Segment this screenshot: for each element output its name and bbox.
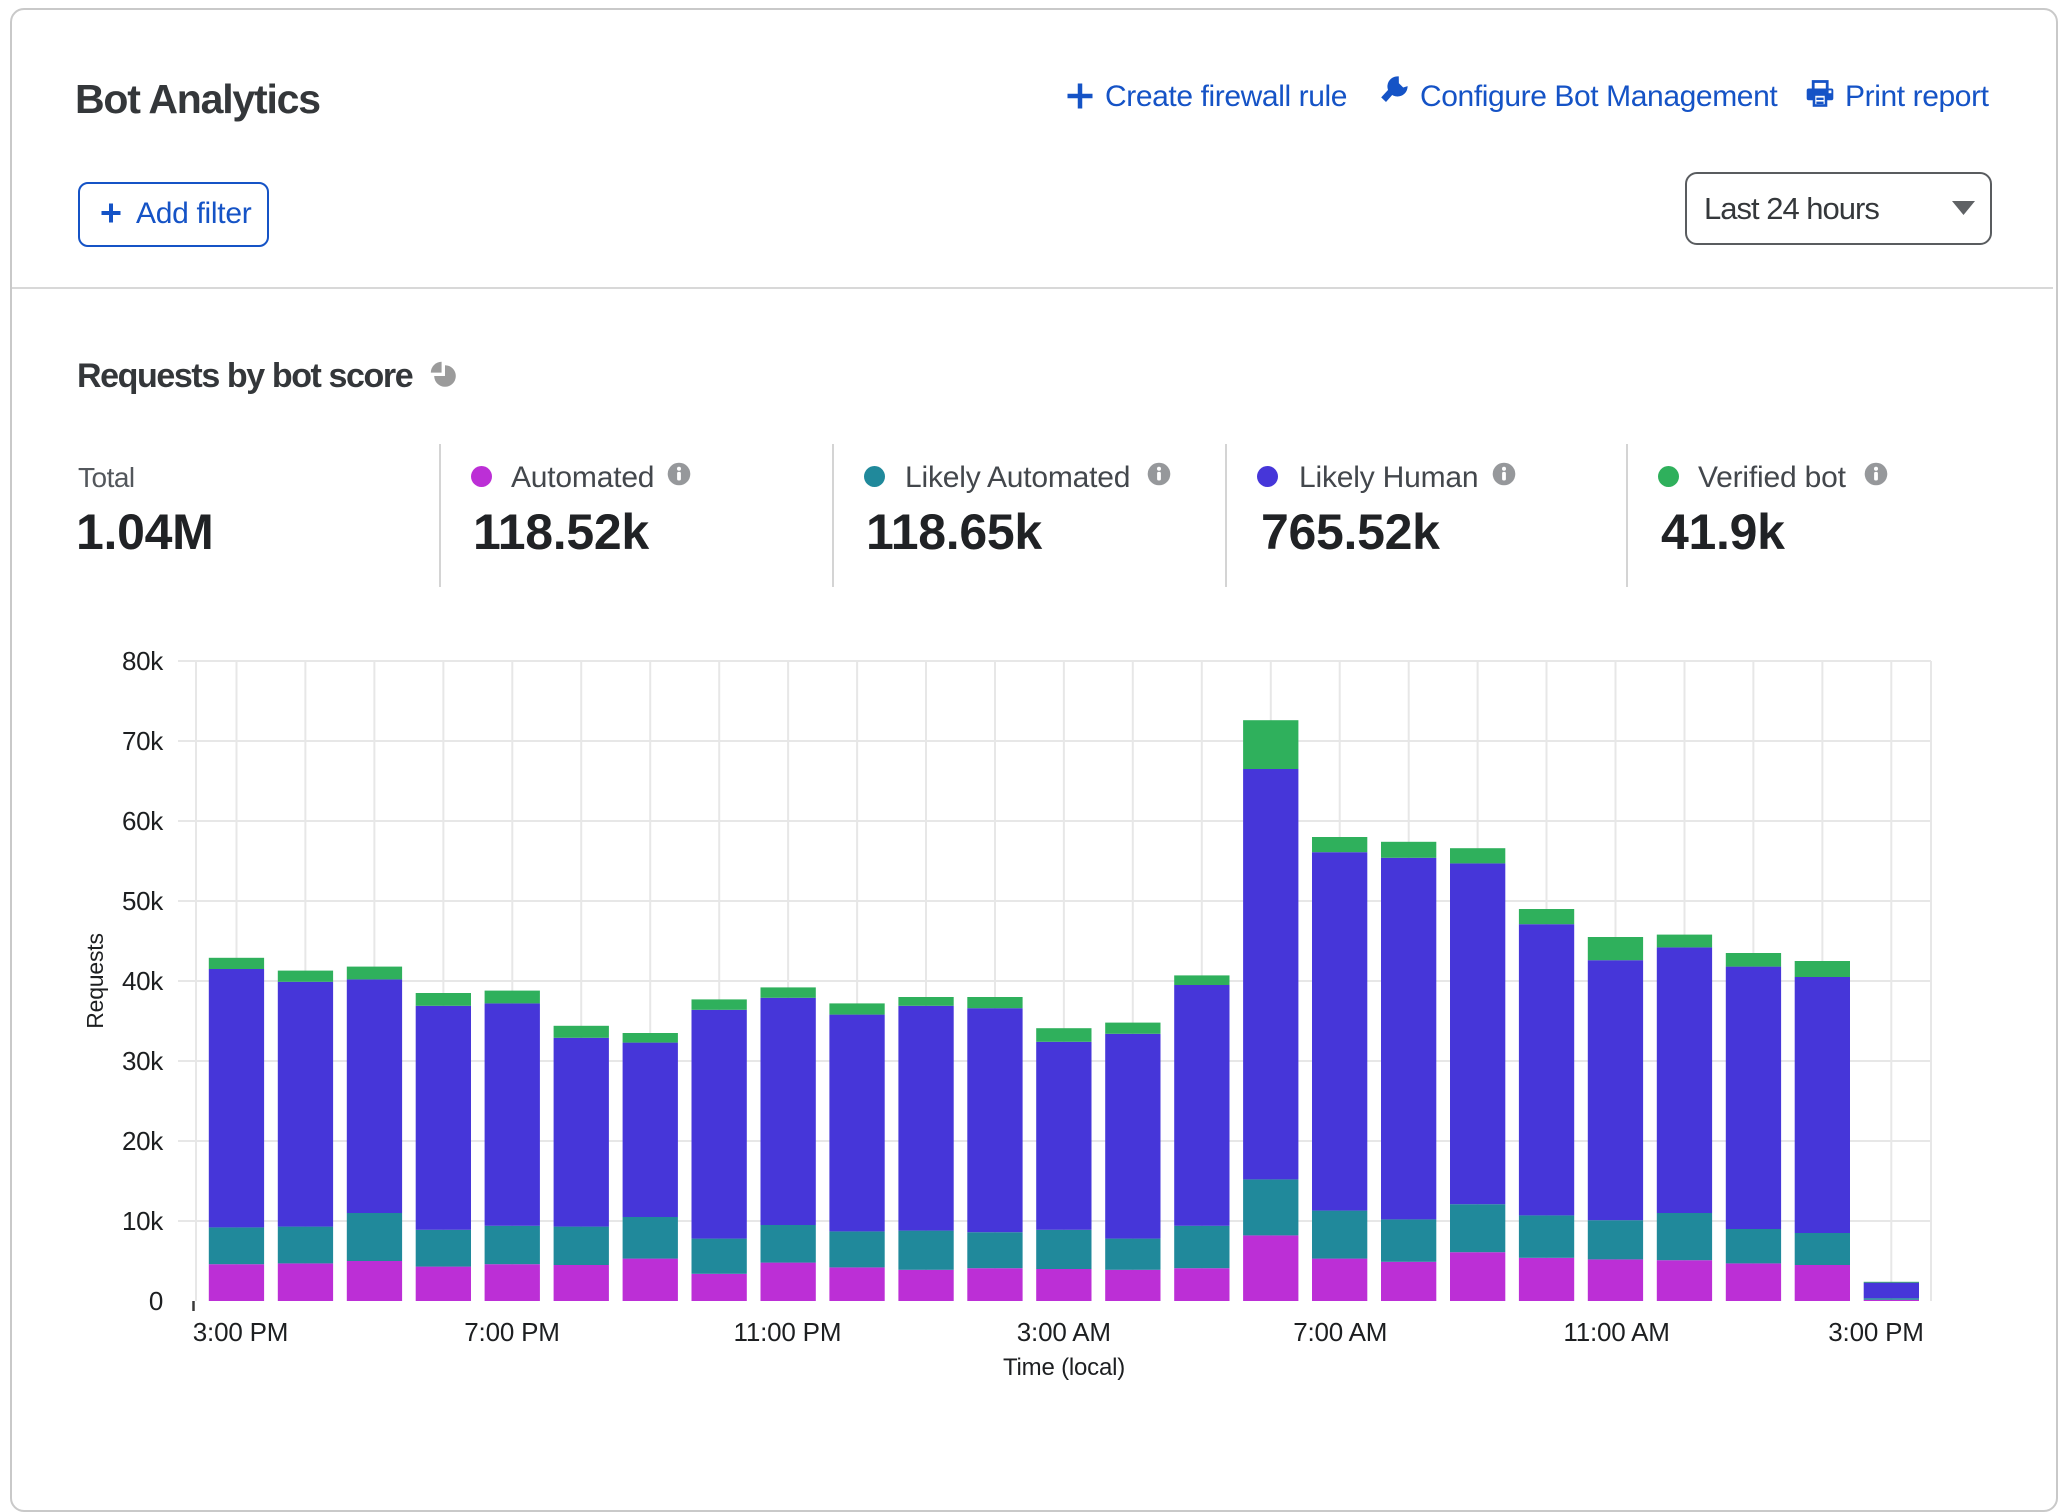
svg-text:Requests: Requests <box>82 933 108 1029</box>
svg-text:11:00 PM: 11:00 PM <box>734 1317 842 1347</box>
svg-text:11:00 AM: 11:00 AM <box>1563 1317 1669 1347</box>
svg-text:20k: 20k <box>122 1126 164 1156</box>
svg-text:10k: 10k <box>122 1206 164 1236</box>
svg-text:40k: 40k <box>122 966 164 996</box>
svg-text:30k: 30k <box>122 1046 164 1076</box>
svg-text:7:00 PM: 7:00 PM <box>464 1317 559 1347</box>
svg-text:Time (local): Time (local) <box>1003 1354 1125 1381</box>
svg-text:3:00 PM: 3:00 PM <box>193 1317 288 1347</box>
svg-text:60k: 60k <box>122 806 164 836</box>
svg-text:7:00 AM: 7:00 AM <box>1293 1317 1387 1347</box>
svg-text:50k: 50k <box>122 886 164 916</box>
svg-text:3:00 AM: 3:00 AM <box>1017 1317 1111 1347</box>
svg-text:3:00 PM: 3:00 PM <box>1828 1317 1923 1347</box>
svg-text:80k: 80k <box>122 646 164 676</box>
svg-text:0: 0 <box>149 1286 163 1316</box>
svg-text:70k: 70k <box>122 726 164 756</box>
